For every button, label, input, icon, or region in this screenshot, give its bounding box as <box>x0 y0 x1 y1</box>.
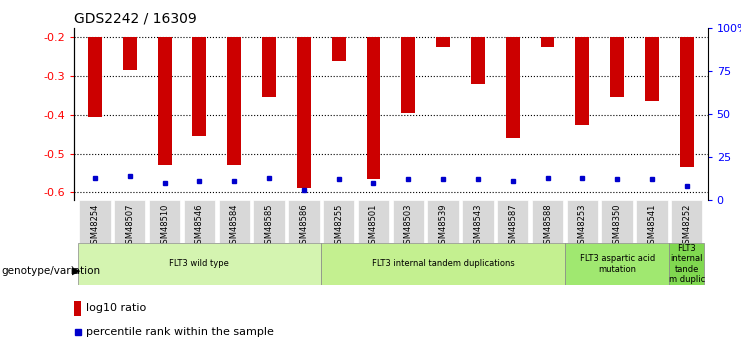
Text: ▶: ▶ <box>72 266 80 276</box>
Bar <box>610 37 624 97</box>
Text: GSM48587: GSM48587 <box>508 204 517 249</box>
Bar <box>123 37 137 70</box>
Text: GSM48507: GSM48507 <box>125 204 134 249</box>
FancyBboxPatch shape <box>149 200 180 243</box>
Bar <box>575 37 589 125</box>
Text: FLT3 internal tandem duplications: FLT3 internal tandem duplications <box>372 259 514 268</box>
FancyBboxPatch shape <box>497 200 528 243</box>
FancyBboxPatch shape <box>322 243 565 285</box>
Bar <box>679 37 694 167</box>
Text: GSM48501: GSM48501 <box>369 204 378 249</box>
Bar <box>297 37 310 188</box>
FancyBboxPatch shape <box>253 200 285 243</box>
Bar <box>262 37 276 97</box>
Bar <box>645 37 659 101</box>
Bar <box>367 37 380 179</box>
FancyBboxPatch shape <box>462 200 494 243</box>
Bar <box>193 37 207 136</box>
FancyBboxPatch shape <box>358 200 389 243</box>
FancyBboxPatch shape <box>288 200 319 243</box>
FancyBboxPatch shape <box>567 200 598 243</box>
Bar <box>506 37 519 138</box>
Text: genotype/variation: genotype/variation <box>1 266 101 276</box>
Text: GSM48586: GSM48586 <box>299 204 308 249</box>
FancyBboxPatch shape <box>671 200 702 243</box>
Bar <box>541 37 554 47</box>
Text: FLT3 aspartic acid
mutation: FLT3 aspartic acid mutation <box>579 254 655 274</box>
FancyBboxPatch shape <box>114 200 145 243</box>
Text: GSM48585: GSM48585 <box>265 204 273 249</box>
Bar <box>402 37 415 113</box>
Text: GSM48546: GSM48546 <box>195 204 204 249</box>
FancyBboxPatch shape <box>323 200 354 243</box>
FancyBboxPatch shape <box>428 200 459 243</box>
FancyBboxPatch shape <box>565 243 669 285</box>
FancyBboxPatch shape <box>79 200 110 243</box>
FancyBboxPatch shape <box>602 200 633 243</box>
FancyBboxPatch shape <box>669 243 704 285</box>
Text: GSM48350: GSM48350 <box>613 204 622 249</box>
FancyBboxPatch shape <box>219 200 250 243</box>
Text: GSM48541: GSM48541 <box>648 204 657 249</box>
FancyBboxPatch shape <box>637 200 668 243</box>
Text: percentile rank within the sample: percentile rank within the sample <box>85 327 273 337</box>
FancyBboxPatch shape <box>532 200 563 243</box>
Bar <box>471 37 485 84</box>
Text: GSM48543: GSM48543 <box>473 204 482 249</box>
Bar <box>227 37 241 165</box>
Bar <box>88 37 102 117</box>
Bar <box>436 37 450 47</box>
Text: GSM48539: GSM48539 <box>439 204 448 249</box>
Text: GSM48255: GSM48255 <box>334 204 343 249</box>
Text: GSM48510: GSM48510 <box>160 204 169 249</box>
Bar <box>158 37 172 165</box>
Text: GSM48253: GSM48253 <box>578 204 587 249</box>
Text: GSM48588: GSM48588 <box>543 204 552 249</box>
Text: GDS2242 / 16309: GDS2242 / 16309 <box>74 11 197 25</box>
Text: GSM48503: GSM48503 <box>404 204 413 249</box>
Text: GSM48254: GSM48254 <box>90 204 99 249</box>
Text: log10 ratio: log10 ratio <box>85 303 146 313</box>
Bar <box>74 301 82 316</box>
Bar <box>332 37 345 61</box>
FancyBboxPatch shape <box>393 200 424 243</box>
Text: GSM48252: GSM48252 <box>682 204 691 249</box>
FancyBboxPatch shape <box>184 200 215 243</box>
Text: FLT3 wild type: FLT3 wild type <box>170 259 230 268</box>
FancyBboxPatch shape <box>78 243 322 285</box>
Text: GSM48584: GSM48584 <box>230 204 239 249</box>
Text: FLT3
internal
tande
m duplic: FLT3 internal tande m duplic <box>668 244 705 284</box>
